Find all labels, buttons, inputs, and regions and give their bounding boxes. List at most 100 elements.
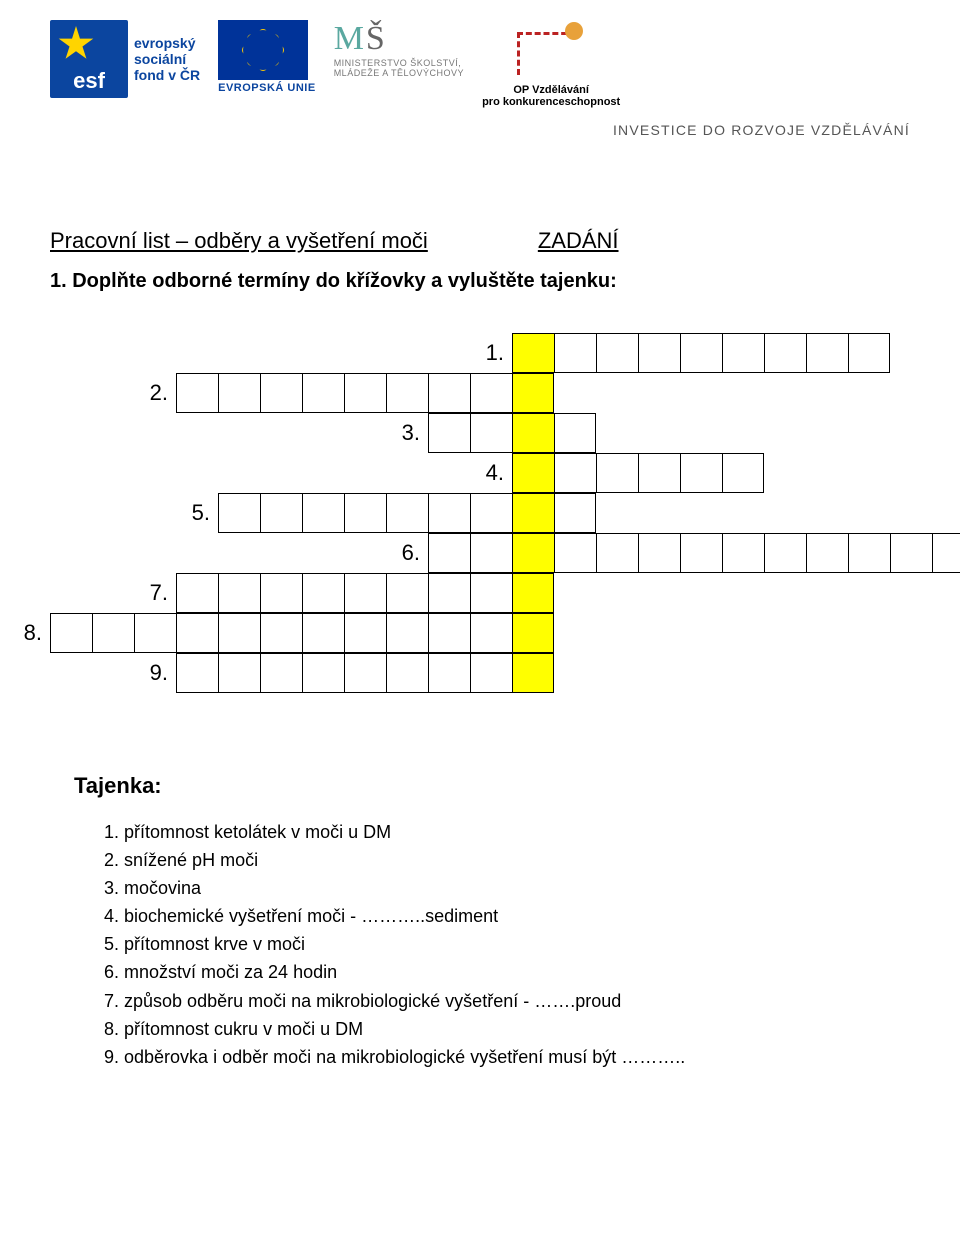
row-number: 5. <box>174 500 218 526</box>
invest-tagline: INVESTICE DO ROZVOJE VZDĚLÁVÁNÍ <box>50 122 910 138</box>
cell[interactable] <box>344 493 386 533</box>
cell[interactable] <box>722 453 764 493</box>
solution-cell[interactable] <box>512 653 554 693</box>
eu-flag-icon <box>218 20 308 80</box>
cell[interactable] <box>50 613 92 653</box>
worksheet-title: Pracovní list – odběry a vyšetření moči <box>50 228 428 254</box>
crossword-row-1: 1. <box>468 333 890 373</box>
cell[interactable] <box>302 653 344 693</box>
solution-cell[interactable] <box>512 373 554 413</box>
cell[interactable] <box>260 573 302 613</box>
row-number: 8. <box>6 620 50 646</box>
crossword: 1.2.3.4.5.6.7.8.9. <box>10 333 910 733</box>
cell[interactable] <box>92 613 134 653</box>
cell[interactable] <box>470 373 512 413</box>
cell[interactable] <box>428 653 470 693</box>
cell[interactable] <box>302 573 344 613</box>
cell[interactable] <box>428 573 470 613</box>
cell[interactable] <box>890 533 932 573</box>
cell[interactable] <box>596 533 638 573</box>
cell[interactable] <box>260 373 302 413</box>
cell[interactable] <box>176 373 218 413</box>
cell[interactable] <box>260 653 302 693</box>
cell[interactable] <box>722 333 764 373</box>
crossword-row-3: 3. <box>384 413 596 453</box>
cell[interactable] <box>218 373 260 413</box>
esf-text: evropský sociální fond v ČR <box>134 35 200 83</box>
solution-cell[interactable] <box>512 533 554 573</box>
esf-star-icon <box>50 20 128 98</box>
solution-cell[interactable] <box>512 493 554 533</box>
cell[interactable] <box>218 653 260 693</box>
cell[interactable] <box>470 533 512 573</box>
cell[interactable] <box>302 493 344 533</box>
cell[interactable] <box>260 613 302 653</box>
cell[interactable] <box>680 333 722 373</box>
row-number: 4. <box>468 460 512 486</box>
cell[interactable] <box>638 533 680 573</box>
cell[interactable] <box>386 573 428 613</box>
clue-7: 7. způsob odběru moči na mikrobiologické… <box>104 988 910 1014</box>
cell[interactable] <box>638 453 680 493</box>
solution-cell[interactable] <box>512 413 554 453</box>
cell[interactable] <box>554 493 596 533</box>
cell[interactable] <box>302 373 344 413</box>
msmt-mark: M Š <box>334 20 464 57</box>
row-number: 2. <box>132 380 176 406</box>
solution-cell[interactable] <box>512 573 554 613</box>
cell[interactable] <box>260 493 302 533</box>
cell[interactable] <box>806 533 848 573</box>
tajenka-label: Tajenka: <box>74 773 910 799</box>
cell[interactable] <box>764 533 806 573</box>
cell[interactable] <box>218 493 260 533</box>
cells <box>512 453 764 493</box>
cell[interactable] <box>554 533 596 573</box>
cell[interactable] <box>554 453 596 493</box>
op-line2: pro konkurenceschopnost <box>482 96 620 108</box>
cell[interactable] <box>470 493 512 533</box>
cell[interactable] <box>428 613 470 653</box>
cell[interactable] <box>218 613 260 653</box>
cell[interactable] <box>176 613 218 653</box>
cell[interactable] <box>386 373 428 413</box>
cell[interactable] <box>596 453 638 493</box>
cell[interactable] <box>344 373 386 413</box>
cell[interactable] <box>428 373 470 413</box>
cell[interactable] <box>428 493 470 533</box>
solution-cell[interactable] <box>512 453 554 493</box>
cell[interactable] <box>638 333 680 373</box>
cell[interactable] <box>722 533 764 573</box>
clue-5: 5. přítomnost krve v moči <box>104 931 910 957</box>
cell[interactable] <box>386 493 428 533</box>
cell[interactable] <box>176 653 218 693</box>
cell[interactable] <box>596 333 638 373</box>
cell[interactable] <box>428 413 470 453</box>
cell[interactable] <box>470 613 512 653</box>
cell[interactable] <box>386 613 428 653</box>
cell[interactable] <box>302 613 344 653</box>
cell[interactable] <box>470 413 512 453</box>
cell[interactable] <box>344 613 386 653</box>
cell[interactable] <box>848 333 890 373</box>
cell[interactable] <box>806 333 848 373</box>
cell[interactable] <box>344 573 386 613</box>
cell[interactable] <box>680 453 722 493</box>
cell[interactable] <box>554 333 596 373</box>
solution-cell[interactable] <box>512 613 554 653</box>
cell[interactable] <box>848 533 890 573</box>
cell[interactable] <box>386 653 428 693</box>
clue-list: 1. přítomnost ketolátek v moči u DM2. sn… <box>104 819 910 1070</box>
cell[interactable] <box>680 533 722 573</box>
cell[interactable] <box>428 533 470 573</box>
cell[interactable] <box>344 653 386 693</box>
cell[interactable] <box>764 333 806 373</box>
cell[interactable] <box>554 413 596 453</box>
cell[interactable] <box>134 613 176 653</box>
cell[interactable] <box>470 573 512 613</box>
cell[interactable] <box>218 573 260 613</box>
cell[interactable] <box>176 573 218 613</box>
solution-cell[interactable] <box>512 333 554 373</box>
crossword-row-7: 7. <box>132 573 554 613</box>
cell[interactable] <box>932 533 960 573</box>
cell[interactable] <box>470 653 512 693</box>
